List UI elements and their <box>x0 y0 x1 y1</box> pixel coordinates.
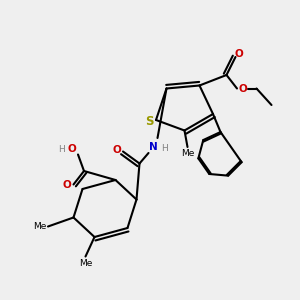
Text: O: O <box>112 145 121 155</box>
Text: O: O <box>234 49 243 59</box>
Text: S: S <box>145 115 154 128</box>
Text: Me: Me <box>79 259 92 268</box>
Text: O: O <box>238 83 247 94</box>
Text: H: H <box>161 144 168 153</box>
Text: Me: Me <box>181 149 194 158</box>
Text: Me: Me <box>33 222 46 231</box>
Text: O: O <box>68 144 76 154</box>
Text: N: N <box>148 142 158 152</box>
Text: O: O <box>62 179 71 190</box>
Text: H: H <box>58 145 65 154</box>
